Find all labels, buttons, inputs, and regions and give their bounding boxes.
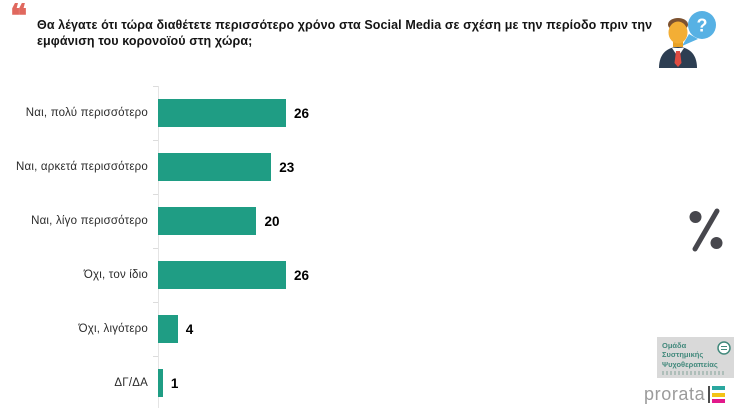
bar [158,315,178,343]
value-label: 26 [294,105,310,121]
prorata-wordmark: prorata [644,384,706,404]
bar [158,153,272,181]
prorata-flag-icon [708,386,726,403]
category-label: Ναι, λίγο περισσότερο [31,215,148,227]
chart-row: Ναι, πολύ περισσότερο 26 [0,86,420,140]
chart-row: Όχι, τον ίδιο 26 [0,248,420,302]
speech-bubble-icon [688,11,716,39]
psy-logo-line2: Συστημικής [662,350,704,360]
face-shape [668,21,688,44]
category-label: ΔΓ/ΔΑ [114,377,148,389]
chart-row: Ναι, αρκετά περισσότερο 23 [0,140,420,194]
category-label: Ναι, πολύ περισσότερο [25,107,148,119]
psy-logo-line1: Ομάδα [662,341,687,350]
value-label: 1 [170,375,179,391]
bar [158,207,257,235]
quote-icon: ❝ [10,0,28,34]
category-label: Όχι, λιγότερο [78,323,148,335]
psy-logo-tagline [662,371,726,376]
category-label: Όχι, τον ίδιο [83,269,148,281]
psy-emblem-icon [717,341,731,360]
y-axis-line [158,86,159,408]
bar [158,369,163,397]
bar-chart: Ναι, πολύ περισσότερο 26 Ναι, αρκετά περισ… [0,86,420,410]
percent-icon [687,206,725,259]
bar [158,261,286,289]
category-label: Ναι, αρκετά περισσότερο [16,161,148,173]
value-label: 26 [294,267,310,283]
value-label: 23 [279,159,295,175]
prorata-logo: prorata [644,384,726,405]
page-title: Θα λέγατε ότι τώρα διαθέτετε περισσότερο… [37,18,653,49]
chart-row: Όχι, λιγότερο 4 [0,302,420,356]
psy-logo-line3: Ψυχοθεραπείας [662,359,718,369]
axis-ticks [153,86,159,409]
psychotherapy-logo: Ομάδα Συστημικής Ψυχοθεραπείας [657,337,734,378]
chart-row: Ναι, λίγο περισσότερο 20 [0,194,420,248]
bar [158,99,286,127]
question-mark-glyph: ? [697,16,708,36]
person-question-icon: ? [656,8,722,73]
chart-row: ΔΓ/ΔΑ 1 [0,356,420,410]
tie-shape [674,51,682,67]
value-label: 4 [185,321,194,337]
value-label: 20 [264,213,280,229]
